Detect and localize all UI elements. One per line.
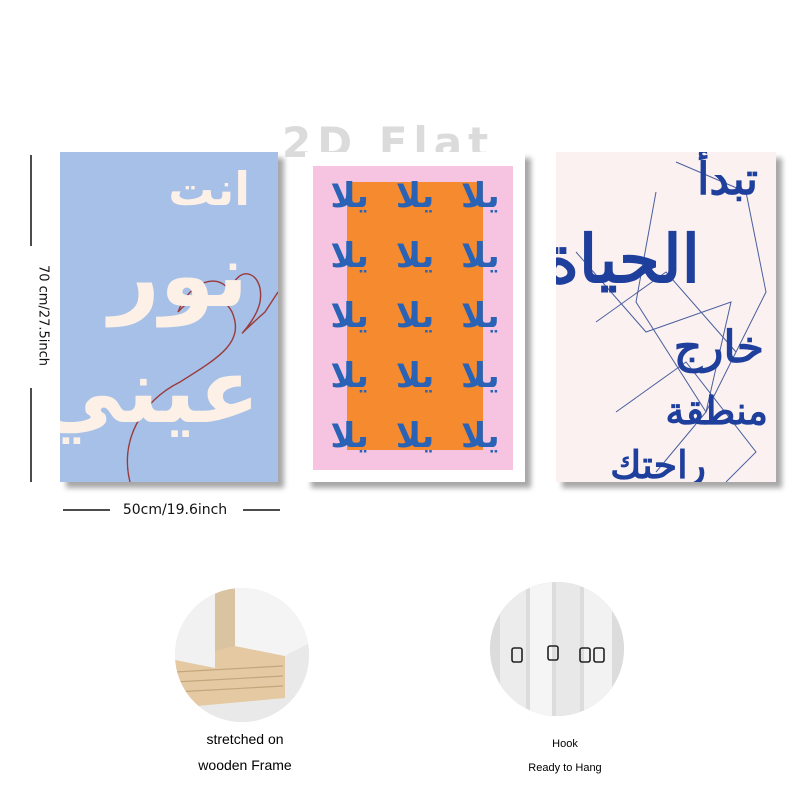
hook-icon xyxy=(490,582,624,716)
panel3-word-1: تبدأ xyxy=(697,154,758,205)
hook-caption-line-2: Ready to Hang xyxy=(528,762,602,774)
yalla-word: يلا xyxy=(395,356,435,396)
yalla-word: يلا xyxy=(330,176,369,216)
canvas-panel-yalla: يلا يلا يلا يلا يلا يلا يلا يلا يلا يلا … xyxy=(305,152,525,482)
width-dimension-label: 50cm/19.6inch xyxy=(122,502,228,518)
yalla-word: يلا xyxy=(395,176,435,216)
panel3-word-4: منطقة xyxy=(665,388,768,433)
orange-block xyxy=(347,182,483,450)
canvas-panel-blue: انت نور عيني xyxy=(60,152,278,482)
heart-line-icon xyxy=(126,273,278,482)
yalla-word: يلا xyxy=(330,236,369,276)
wooden-frame-icon xyxy=(175,588,309,722)
yalla-word: يلا xyxy=(330,296,369,336)
yalla-word: يلا xyxy=(395,236,435,276)
panel1-word-1: انت xyxy=(168,162,250,216)
constellation-lines-icon xyxy=(575,161,767,482)
hook-photo xyxy=(490,582,624,716)
frame-caption-line-1: stretched on xyxy=(206,731,284,747)
panel3-word-2: الحياة xyxy=(556,220,700,298)
yalla-word: يلا xyxy=(330,356,369,396)
hook-caption-line-1: Hook xyxy=(552,738,578,750)
yalla-word: يلا xyxy=(461,296,500,336)
yalla-word: يلا xyxy=(461,356,500,396)
yalla-word: يلا xyxy=(461,176,500,216)
yalla-word: يلا xyxy=(395,416,435,456)
yalla-word: يلا xyxy=(461,236,500,276)
frame-caption-line-2: wooden Frame xyxy=(198,757,292,773)
panel1-word-3: عيني xyxy=(60,339,260,444)
yalla-word: يلا xyxy=(461,416,500,456)
yalla-word: يلا xyxy=(330,416,369,456)
panel3-word-5: راحتك xyxy=(610,442,706,482)
yalla-word: يلا xyxy=(395,296,435,336)
canvas-panel-calligraphy: تبدأ الحياة خارج منطقة راحتك xyxy=(556,152,776,482)
yalla-grid: يلا يلا يلا يلا يلا يلا يلا يلا يلا يلا … xyxy=(317,166,513,466)
height-dimension-label: 70 cm/27.5inch xyxy=(35,264,51,367)
panel3-word-3: خارج xyxy=(673,322,764,373)
panel1-word-2: نور xyxy=(109,224,248,327)
wooden-frame-photo xyxy=(175,588,309,722)
